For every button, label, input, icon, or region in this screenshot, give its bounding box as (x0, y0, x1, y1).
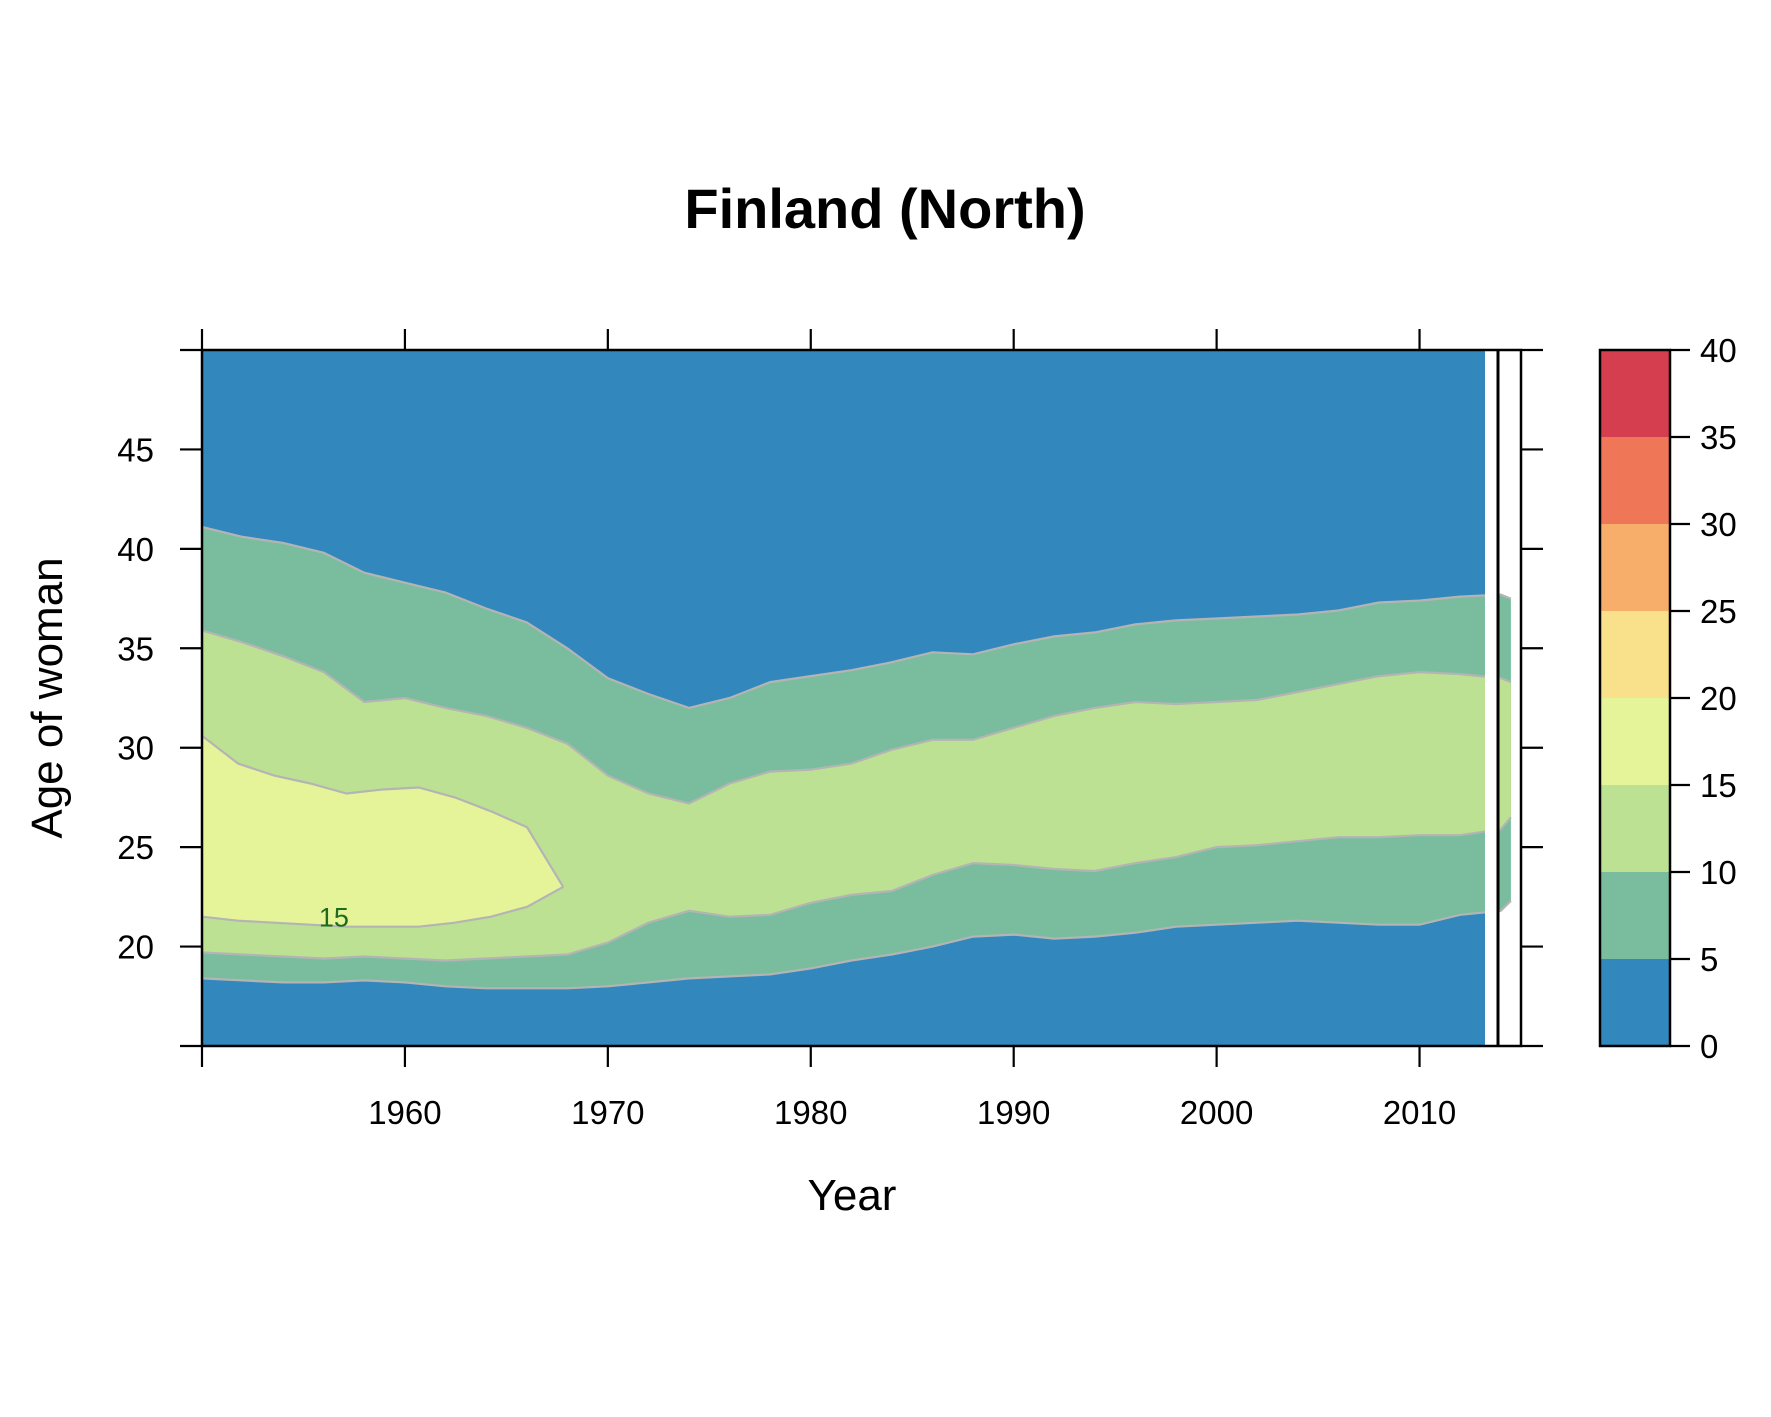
colorbar-swatch (1600, 698, 1670, 785)
colorbar-tick-label: 25 (1700, 593, 1737, 630)
colorbar-swatch (1600, 350, 1670, 437)
contour-lines (201, 525, 1512, 990)
contour-line-15-20-lower (201, 885, 564, 928)
x-tick-label: 1970 (571, 1094, 644, 1131)
contour-band-15-20 (202, 735, 564, 927)
colorbar-swatch (1600, 785, 1670, 872)
contour-line-10-15-lower (201, 816, 1512, 962)
x-tick-label: 1990 (977, 1094, 1050, 1131)
contour-line-5-10-lower (201, 900, 1512, 990)
colorbar-swatch (1600, 959, 1670, 1046)
x-tick-label: 2010 (1383, 1094, 1456, 1131)
y-axis-label: Age of woman (23, 557, 72, 838)
colorbar-swatch (1600, 437, 1670, 524)
colorbar-legend: 0 5 10 15 20 25 30 35 40 (1598, 332, 1737, 1065)
colorbar-swatch (1600, 611, 1670, 698)
colorbar-tick-label: 40 (1700, 332, 1737, 369)
contour-line-10-15-upper (201, 629, 1512, 805)
colorbar-tick-label: 15 (1700, 767, 1737, 804)
colorbar-tick-label: 30 (1700, 506, 1737, 543)
plot-right-gap (1485, 350, 1498, 1046)
x-tick-label: 2000 (1180, 1094, 1253, 1131)
y-tick-label: 35 (117, 630, 154, 667)
x-axis-label: Year (808, 1171, 897, 1220)
contour-labels: 15 (319, 903, 349, 933)
contour-line-5-10-upper (201, 525, 1512, 710)
contour-line-15-20-upper (201, 734, 565, 888)
colorbar-swatch (1600, 872, 1670, 959)
contour-label: 15 (319, 903, 349, 933)
y-tick-label: 30 (117, 730, 154, 767)
y-tick-label: 20 (117, 929, 154, 966)
plot-frame (200, 348, 1523, 1048)
colorbar-swatch (1600, 524, 1670, 611)
chart-title: Finland (North) (684, 177, 1085, 240)
y-tick-label: 45 (117, 431, 154, 468)
colorbar-tick-label: 5 (1700, 941, 1718, 978)
colorbar-tick-label: 10 (1700, 854, 1737, 891)
y-axis: 20 25 30 35 40 45 (117, 348, 1543, 1048)
colorbar-tick-label: 35 (1700, 419, 1737, 456)
colorbar-tick-label: 20 (1700, 680, 1737, 717)
x-tick-label: 1980 (774, 1094, 847, 1131)
contour-bands (202, 527, 1511, 989)
y-tick-label: 40 (117, 531, 154, 568)
plot-area: 15 (200, 348, 1523, 1048)
x-axis: 1960 1970 1980 1990 2000 2010 (200, 329, 1456, 1131)
colorbar-tick-label: 0 (1700, 1028, 1718, 1065)
x-tick-label: 1960 (368, 1094, 441, 1131)
y-tick-label: 25 (117, 829, 154, 866)
